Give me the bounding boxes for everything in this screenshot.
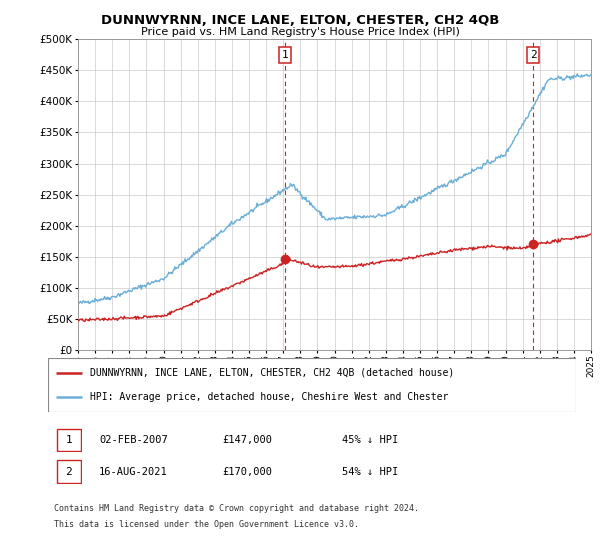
Text: DUNNWYRNN, INCE LANE, ELTON, CHESTER, CH2 4QB (detached house): DUNNWYRNN, INCE LANE, ELTON, CHESTER, CH…: [90, 368, 454, 378]
Text: £170,000: £170,000: [222, 466, 272, 477]
Text: HPI: Average price, detached house, Cheshire West and Chester: HPI: Average price, detached house, Ches…: [90, 392, 449, 402]
Text: This data is licensed under the Open Government Licence v3.0.: This data is licensed under the Open Gov…: [54, 520, 359, 529]
Text: £147,000: £147,000: [222, 435, 272, 445]
Text: 1: 1: [65, 435, 73, 445]
Text: Contains HM Land Registry data © Crown copyright and database right 2024.: Contains HM Land Registry data © Crown c…: [54, 504, 419, 513]
Text: 02-FEB-2007: 02-FEB-2007: [99, 435, 168, 445]
Text: 16-AUG-2021: 16-AUG-2021: [99, 466, 168, 477]
Text: 45% ↓ HPI: 45% ↓ HPI: [342, 435, 398, 445]
Text: 2: 2: [65, 466, 73, 477]
Text: Price paid vs. HM Land Registry's House Price Index (HPI): Price paid vs. HM Land Registry's House …: [140, 27, 460, 37]
Text: 1: 1: [281, 50, 288, 60]
Text: 2: 2: [530, 50, 536, 60]
Text: DUNNWYRNN, INCE LANE, ELTON, CHESTER, CH2 4QB: DUNNWYRNN, INCE LANE, ELTON, CHESTER, CH…: [101, 14, 499, 27]
Text: 54% ↓ HPI: 54% ↓ HPI: [342, 466, 398, 477]
